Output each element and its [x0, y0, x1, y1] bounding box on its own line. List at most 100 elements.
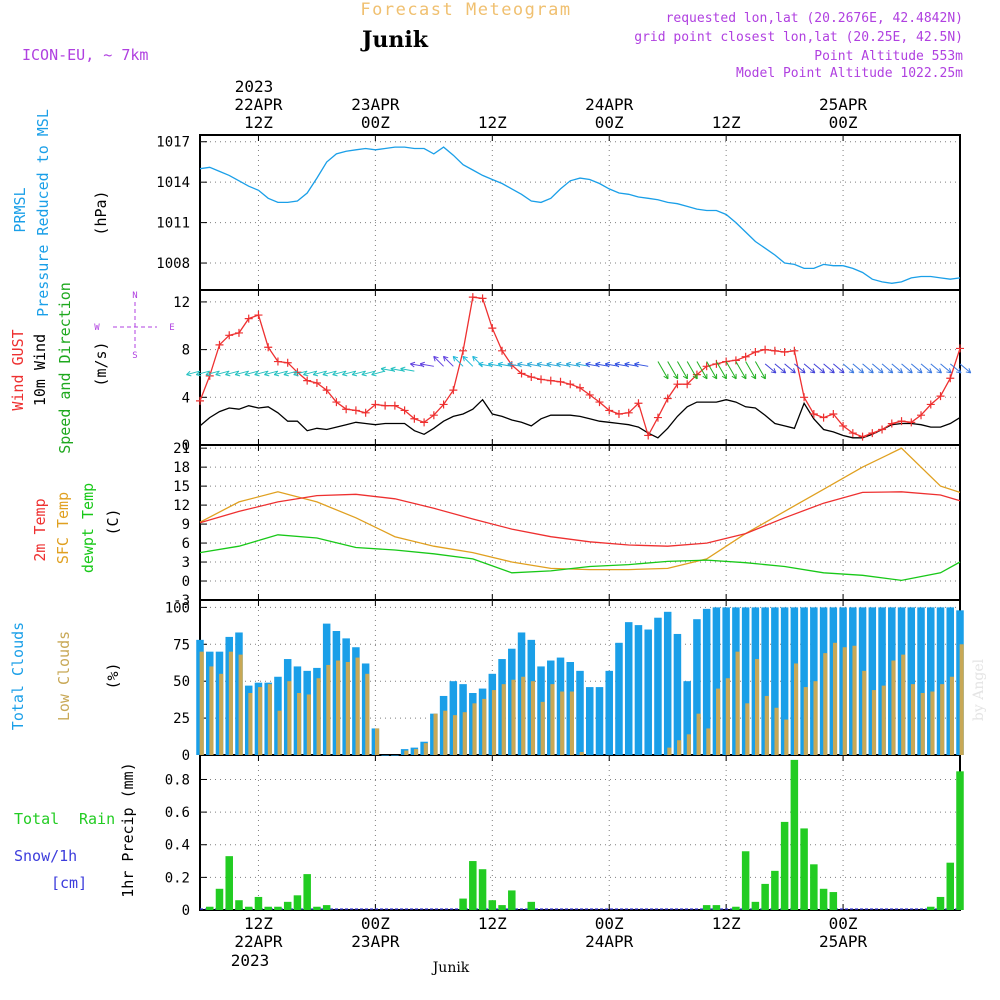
total-clouds-bar	[673, 633, 682, 755]
wind-direction-arrow	[677, 361, 688, 380]
low-clouds-bar	[530, 681, 536, 755]
wind-gust-point	[731, 356, 740, 365]
top-tick-hour: 12Z	[712, 113, 741, 132]
wind-direction-arrow	[332, 370, 347, 376]
wind-direction-arrowhead	[682, 373, 688, 380]
wind-gust-point	[449, 386, 458, 395]
rain-bar	[264, 906, 272, 910]
clouds-tick-label: 75	[173, 637, 190, 653]
wind-direction-arrow	[725, 361, 737, 380]
wind-direction-arrowhead	[273, 370, 280, 377]
wind-direction-arrowhead	[195, 370, 202, 377]
low-clouds-bar	[706, 728, 711, 755]
total-clouds-bar	[683, 681, 691, 755]
low-clouds-bar	[667, 747, 672, 755]
location-title: Junik	[360, 27, 429, 53]
rain-bar	[780, 821, 789, 910]
wind-gust-point	[663, 394, 672, 403]
wind-gust-point	[244, 314, 253, 323]
watermark: by Angel	[971, 658, 987, 721]
wind-direction-arrow	[283, 370, 298, 376]
total-clouds-bar	[917, 607, 925, 755]
wind-tick-label: 12	[173, 295, 190, 311]
wind-direction-arrowhead	[487, 361, 494, 368]
wind-direction-arrow	[706, 361, 718, 380]
low-clouds-bar	[209, 666, 214, 755]
rain-bar	[800, 828, 808, 910]
pressure-label-2: Pressure Reduced to MSL	[34, 109, 52, 317]
wind-direction-arrow	[235, 370, 249, 376]
wind-direction-arrowhead	[673, 373, 679, 380]
bottom-tick-hour: 00Z	[595, 914, 624, 933]
wind-direction-arrowhead	[215, 370, 221, 377]
low-clouds-bar	[375, 728, 380, 755]
wind-gust-point	[673, 380, 682, 389]
wind-direction-arrow	[803, 363, 816, 374]
precip-tick-label: 0.4	[165, 838, 190, 854]
low-clouds-bar	[238, 654, 243, 755]
compass-n: N	[132, 291, 137, 301]
low-clouds-bar	[336, 660, 341, 755]
wind-gust-point	[839, 421, 848, 430]
low-clouds-bar	[910, 684, 916, 755]
wind-gust-point	[420, 418, 429, 427]
rain-bar	[303, 874, 311, 910]
clouds-tick-label: 0	[182, 748, 190, 764]
temp-tick-label: 6	[182, 536, 190, 552]
wind-direction-arrow	[891, 363, 903, 374]
bottom-tick-hour: 12Z	[478, 914, 507, 933]
wind-direction-arrowhead	[731, 373, 737, 380]
total-clouds-bar	[878, 607, 886, 755]
wind-direction-arrowhead	[442, 355, 449, 362]
wind-direction-arrowhead	[351, 370, 358, 377]
total-clouds-bar	[780, 607, 789, 755]
wind-gust-point	[459, 346, 468, 355]
wind-direction-arrowhead	[634, 361, 640, 368]
wind-direction-arrowhead	[283, 370, 289, 377]
low-clouds-bar	[959, 644, 964, 755]
wind-direction-arrowhead	[380, 366, 386, 373]
wind-gust-point	[926, 400, 935, 409]
low-clouds-bar	[287, 681, 292, 755]
total-clouds-bar	[381, 755, 389, 756]
temp-tick-label: 18	[173, 460, 190, 476]
low-clouds-bar	[696, 713, 701, 755]
wind-direction-arrow	[862, 363, 874, 374]
wind-direction-arrowhead	[624, 361, 630, 368]
temp-tick-label: -3	[173, 593, 190, 609]
wind-unit: (m/s)	[92, 341, 110, 386]
snow-unit-label: [cm]	[51, 874, 87, 892]
bottom-tick-hour: 00Z	[829, 914, 858, 933]
wind-direction-arrowhead	[244, 370, 250, 377]
total-clouds-bar	[712, 607, 721, 755]
wind-direction-arrow	[920, 363, 933, 374]
wind-gust-point	[761, 345, 770, 354]
compass-e: E	[169, 323, 174, 333]
wind-gust-point	[537, 375, 546, 384]
wind-direction-arrow	[774, 363, 786, 374]
wind-direction-arrowhead	[264, 370, 270, 377]
wind-direction-arrowhead	[462, 355, 468, 362]
wind-gust-point	[634, 399, 643, 408]
low-clouds-bar	[745, 703, 750, 755]
wind-gust-point	[848, 429, 857, 438]
wind-gust-point	[303, 376, 312, 385]
wind-direction-arrow	[910, 363, 923, 374]
wind-direction-arrowhead	[565, 361, 572, 368]
wind-direction-arrowhead	[234, 370, 241, 377]
low-clouds-bar	[823, 653, 828, 755]
wind-direction-arrowhead	[556, 361, 562, 368]
low-clouds-bar	[297, 693, 302, 755]
wind-direction-arrow	[254, 370, 269, 376]
top-tick-hour: 00Z	[595, 113, 624, 132]
wind-gust-point	[196, 396, 204, 405]
low-clouds-bar	[452, 715, 458, 755]
total-clouds-bar	[634, 625, 643, 755]
wind-gust-point	[390, 401, 399, 410]
wind-direction-arrow	[215, 370, 230, 376]
total-clouds-bar	[868, 607, 877, 755]
wind-direction-arrowhead	[663, 373, 669, 380]
rain-bar	[498, 905, 506, 910]
